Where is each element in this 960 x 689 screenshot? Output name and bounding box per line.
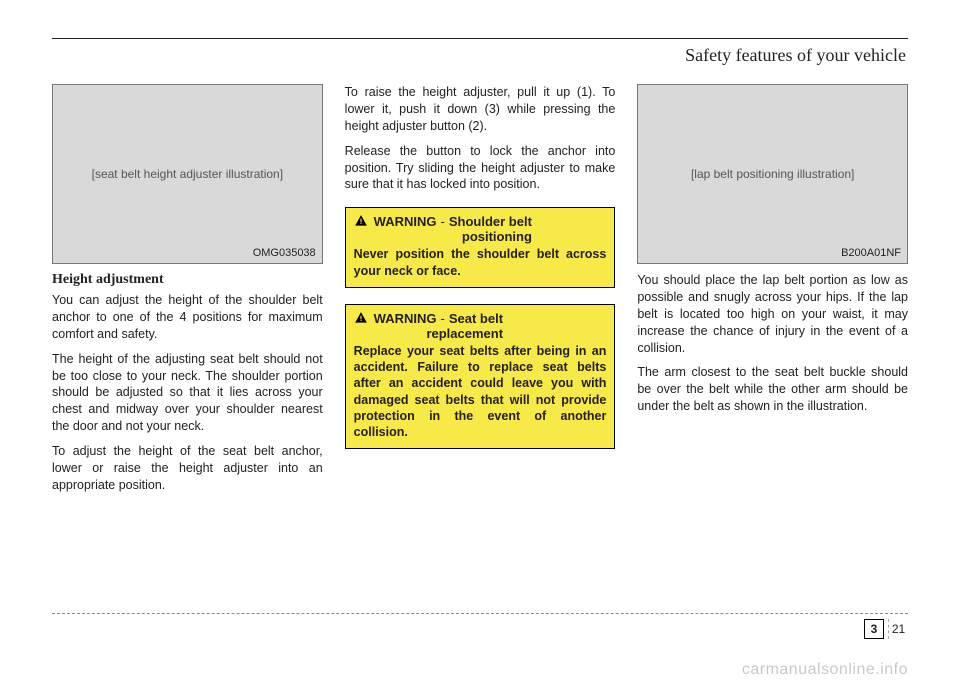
paragraph: To adjust the height of the seat belt an…: [52, 443, 323, 494]
section-header: Safety features of your vehicle: [52, 45, 908, 66]
warning-body: Never position the shoulder belt across …: [354, 246, 607, 279]
column-3: [lap belt positioning illustration] B200…: [637, 84, 908, 677]
subhead-height-adjustment: Height adjustment: [52, 272, 323, 288]
warning-icon: [354, 214, 368, 228]
warning-heading: WARNING - Seat belt replacement: [354, 311, 607, 341]
warning-sep: -: [441, 214, 445, 229]
warning-box-shoulder-belt: WARNING - Shoulder belt positioning Neve…: [345, 207, 616, 288]
warning-heading: WARNING - Shoulder belt positioning: [354, 214, 607, 244]
top-rule: [52, 38, 908, 39]
page-footer: 3 21: [862, 619, 908, 639]
warning-subtitle-1: Shoulder belt: [449, 214, 532, 229]
paragraph: The arm closest to the seat belt buckle …: [637, 364, 908, 415]
figure-placeholder: [lap belt positioning illustration]: [691, 167, 854, 181]
warning-icon: [354, 311, 368, 325]
figure-code: OMG035038: [253, 247, 316, 259]
page-number: 21: [888, 619, 908, 639]
column-2: To raise the height adjuster, pull it up…: [345, 84, 616, 677]
paragraph: To raise the height adjuster, pull it up…: [345, 84, 616, 135]
figure-height-adjuster: [seat belt height adjuster illustration]…: [52, 84, 323, 264]
paragraph: The height of the adjusting seat belt sh…: [52, 351, 323, 435]
figure-placeholder: [seat belt height adjuster illustration]: [92, 167, 283, 181]
manual-page: Safety features of your vehicle [seat be…: [0, 0, 960, 689]
column-1: [seat belt height adjuster illustration]…: [52, 84, 323, 677]
footer-rule: [52, 613, 908, 614]
figure-code: B200A01NF: [841, 247, 901, 259]
warning-subtitle-2: replacement: [374, 326, 503, 341]
warning-label: WARNING: [374, 311, 437, 326]
warning-label: WARNING: [374, 214, 437, 229]
warning-body: Replace your seat belts after being in a…: [354, 343, 607, 441]
paragraph: Release the button to lock the anchor in…: [345, 143, 616, 194]
figure-lap-belt: [lap belt positioning illustration] B200…: [637, 84, 908, 264]
warning-subtitle-1: Seat belt: [449, 311, 503, 326]
paragraph: You should place the lap belt portion as…: [637, 272, 908, 356]
section-number: 3: [864, 619, 884, 639]
watermark: carmanualsonline.info: [742, 661, 908, 679]
paragraph: You can adjust the height of the shoulde…: [52, 292, 323, 343]
warning-sep: -: [441, 311, 445, 326]
content-columns: [seat belt height adjuster illustration]…: [52, 84, 908, 677]
warning-subtitle-2: positioning: [374, 229, 532, 244]
warning-box-seat-belt-replacement: WARNING - Seat belt replacement Replace …: [345, 304, 616, 450]
